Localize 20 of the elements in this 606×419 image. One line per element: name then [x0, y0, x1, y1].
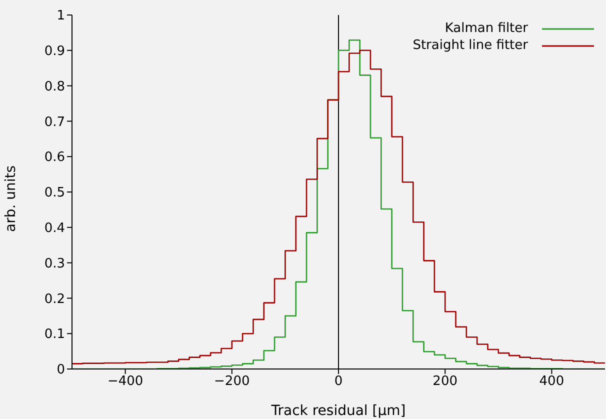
x-tick-label: −200: [214, 374, 250, 390]
y-tick-label: 0.1: [44, 327, 65, 342]
y-axis-title: arb. units: [2, 165, 19, 232]
y-tick-label: 0.4: [44, 221, 65, 236]
legend-label: Straight line fitter: [412, 37, 528, 54]
x-tick-label: −400: [107, 374, 144, 390]
y-tick-label: 0.3: [44, 256, 65, 272]
y-tick-label: 0.8: [44, 79, 65, 94]
legend-label: Kalman filter: [444, 20, 528, 37]
y-tick-label: 0.9: [44, 44, 65, 60]
y-tick-label: 0.7: [44, 114, 65, 130]
x-axis-title: Track residual [µm]: [270, 403, 406, 419]
y-tick-label: 1: [56, 8, 65, 24]
y-tick-label: 0: [56, 362, 65, 378]
x-tick-label: 400: [539, 374, 564, 390]
y-tick-label: 0.2: [44, 292, 65, 307]
y-tick-label: 0.5: [44, 186, 65, 201]
x-tick-label: 200: [432, 374, 458, 390]
x-tick-label: 0: [334, 374, 343, 390]
y-tick-label: 0.6: [44, 150, 65, 166]
